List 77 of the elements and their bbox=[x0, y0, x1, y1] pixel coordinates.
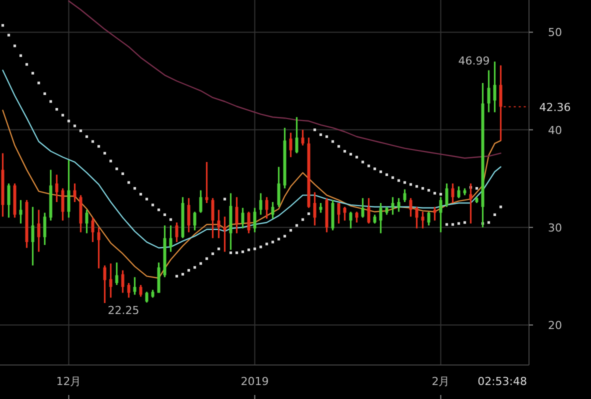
candlestick bbox=[67, 159, 70, 218]
x-tick-label: 2月 bbox=[432, 375, 450, 388]
ref-line-label: 42.36 bbox=[539, 100, 571, 114]
candlestick bbox=[493, 60, 496, 114]
candlestick bbox=[37, 209, 40, 253]
candlestick bbox=[427, 210, 430, 226]
line-series bbox=[2, 70, 502, 248]
candlestick bbox=[403, 188, 406, 203]
candlestick bbox=[337, 202, 340, 224]
candlestick bbox=[439, 196, 442, 234]
candlestick bbox=[235, 196, 238, 234]
x-tick-label: 2019 bbox=[240, 375, 269, 388]
candlestick bbox=[313, 191, 316, 226]
candlestick bbox=[145, 291, 148, 304]
candlestick bbox=[397, 197, 400, 213]
candlestick bbox=[253, 207, 256, 234]
candlestick bbox=[127, 282, 130, 298]
text: 02:53:48 bbox=[478, 375, 527, 388]
candlestick bbox=[349, 210, 352, 230]
annotation: 46.99 bbox=[458, 54, 490, 68]
y-tick-label: 30 bbox=[548, 221, 562, 234]
candlestick bbox=[277, 166, 280, 208]
candlestick bbox=[271, 201, 274, 220]
y-tick-label: 50 bbox=[548, 26, 562, 40]
x-tick-label: 12月 bbox=[56, 375, 82, 388]
candlestick bbox=[121, 270, 124, 294]
candlestick bbox=[487, 69, 490, 114]
candlestick bbox=[415, 206, 418, 230]
candlestick bbox=[421, 210, 424, 230]
candlestick bbox=[379, 202, 382, 234]
candlestick bbox=[109, 262, 112, 298]
candlestick bbox=[295, 116, 298, 154]
candlestick bbox=[139, 284, 142, 298]
candlestick bbox=[265, 196, 268, 220]
candlestick bbox=[451, 182, 454, 204]
candlestick bbox=[433, 206, 436, 222]
y-tick-label: 40 bbox=[548, 124, 562, 137]
candlestick bbox=[19, 199, 22, 224]
candlestick bbox=[169, 224, 172, 253]
candlestick bbox=[355, 210, 358, 224]
candlestick bbox=[241, 207, 244, 230]
candlestick bbox=[85, 209, 88, 234]
y-tick-label: 20 bbox=[548, 318, 562, 332]
candlestick bbox=[409, 197, 412, 218]
candlestick bbox=[55, 174, 58, 203]
line-series bbox=[68, 0, 502, 159]
candlestick bbox=[199, 190, 202, 214]
candlestick bbox=[205, 161, 208, 204]
candlestick bbox=[247, 210, 250, 234]
candlestick bbox=[115, 262, 118, 286]
candlestick bbox=[7, 182, 10, 218]
candlestick bbox=[133, 276, 136, 296]
candlestick bbox=[187, 197, 190, 234]
candlestick bbox=[319, 202, 322, 214]
line-series bbox=[2, 110, 502, 279]
candlestick bbox=[361, 197, 364, 218]
candlestick bbox=[91, 216, 94, 243]
candlestick bbox=[103, 264, 106, 304]
annotation: 22.25 bbox=[108, 304, 140, 318]
candlestick bbox=[31, 206, 34, 266]
candlestick bbox=[289, 132, 292, 158]
candlestick bbox=[43, 212, 46, 246]
candlestick bbox=[223, 216, 226, 253]
candlestick bbox=[259, 192, 262, 216]
candlestick bbox=[301, 129, 304, 146]
candlestick bbox=[97, 226, 100, 270]
candlestick bbox=[211, 197, 214, 239]
candlestick bbox=[217, 209, 220, 239]
candlestick bbox=[175, 222, 178, 243]
candlestick bbox=[367, 197, 370, 224]
candlestick bbox=[343, 206, 346, 222]
candlestick bbox=[457, 186, 460, 199]
candlestick bbox=[445, 182, 448, 208]
candlestick bbox=[193, 210, 196, 232]
candlestick bbox=[61, 188, 64, 222]
candlestick bbox=[391, 196, 394, 216]
candlestick bbox=[73, 182, 76, 203]
